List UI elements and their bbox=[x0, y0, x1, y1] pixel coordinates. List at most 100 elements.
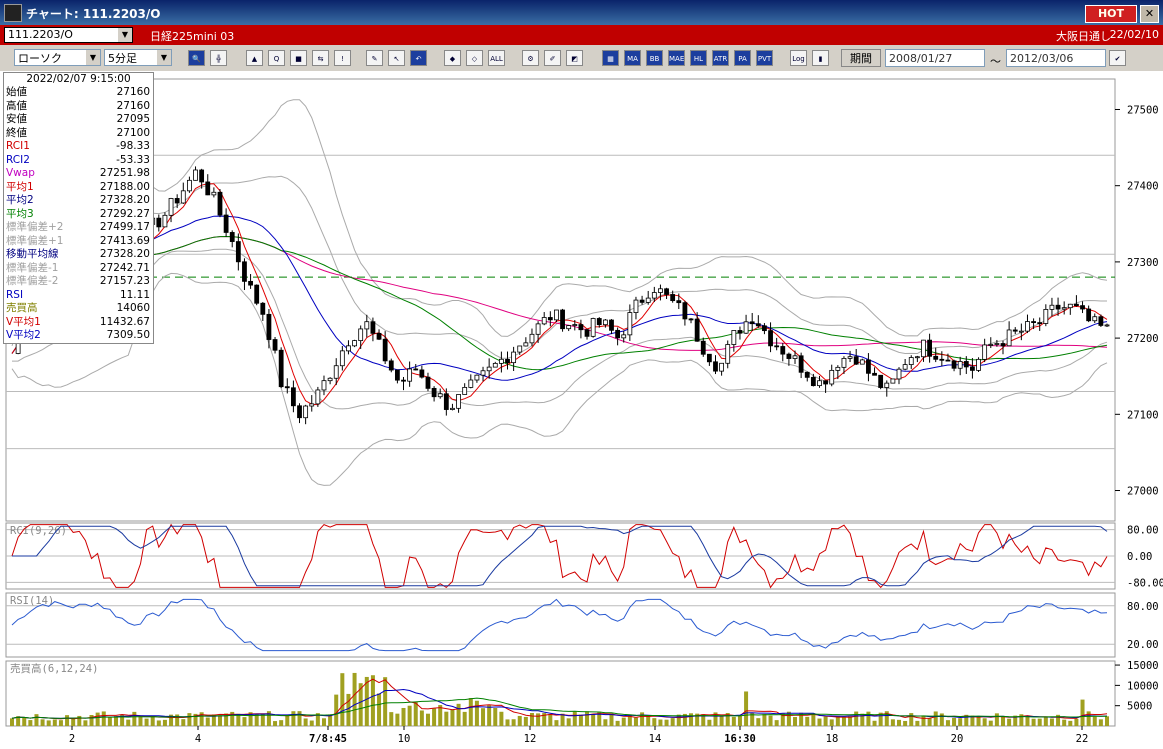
info-label: Vwap bbox=[6, 167, 35, 179]
all-icon[interactable]: ALL bbox=[488, 50, 505, 66]
volume-bar bbox=[731, 716, 736, 726]
volume-bar bbox=[248, 712, 253, 726]
volume-bar bbox=[450, 709, 455, 726]
cursor-icon[interactable]: ↖ bbox=[388, 50, 405, 66]
chevron-down-icon[interactable]: ▼ bbox=[157, 50, 171, 65]
volume-bar bbox=[725, 713, 730, 726]
candle-body bbox=[835, 366, 841, 371]
para-icon[interactable]: PA bbox=[734, 50, 751, 66]
pvt-icon[interactable]: PVT bbox=[756, 50, 773, 66]
volume-bar bbox=[909, 713, 914, 726]
hot-button[interactable]: HOT bbox=[1085, 5, 1137, 23]
candle-body bbox=[786, 353, 792, 359]
crosshair-icon[interactable]: ╬ bbox=[210, 50, 227, 66]
volume-bar bbox=[848, 716, 853, 726]
x-tick-label: 20 bbox=[951, 733, 964, 745]
price-tick-label: 27500 bbox=[1127, 104, 1159, 116]
undo-icon[interactable]: ↶ bbox=[410, 50, 427, 66]
volume-bar bbox=[903, 720, 908, 726]
volume-bar bbox=[175, 714, 180, 726]
candle-body bbox=[670, 294, 676, 302]
candle-body bbox=[401, 379, 406, 382]
rci-panel-label: RCI(9,26) bbox=[10, 525, 67, 537]
info-row: RCI1 -98.33 bbox=[4, 140, 153, 154]
chart-area[interactable]: 27500 27400 27300 27200 27100 27000 80.00 0.00 -… bbox=[0, 71, 1163, 749]
pen-icon[interactable]: ✎ bbox=[366, 50, 383, 66]
period-button[interactable]: 期間 bbox=[841, 49, 881, 67]
candle-body bbox=[492, 362, 498, 368]
volume-bar bbox=[46, 720, 51, 726]
tool-icon-e[interactable]: ! bbox=[334, 50, 351, 66]
volume-bar bbox=[187, 713, 192, 726]
chevron-down-icon[interactable]: ▼ bbox=[118, 28, 132, 42]
volume-bar bbox=[591, 714, 596, 726]
tool-icon-b[interactable]: Q bbox=[268, 50, 285, 66]
mae-icon[interactable]: MAE bbox=[668, 50, 685, 66]
chart-svg[interactable]: 27500 27400 27300 27200 27100 27000 80.00 0.00 -… bbox=[0, 71, 1163, 749]
info-row: 平均2 27328.20 bbox=[4, 194, 153, 208]
volume-bar bbox=[505, 719, 510, 726]
candle-body bbox=[945, 359, 951, 362]
ma-icon[interactable]: MA bbox=[624, 50, 641, 66]
volume-bar bbox=[780, 713, 785, 726]
symbol-select[interactable]: 111.2203/O ▼ bbox=[4, 27, 133, 43]
candle-body bbox=[480, 370, 486, 376]
tool-icon-a[interactable]: ▲ bbox=[246, 50, 263, 66]
candle-body bbox=[798, 355, 804, 373]
volume-bar bbox=[101, 711, 106, 726]
interval-select[interactable]: 5分足 ▼ bbox=[104, 49, 172, 66]
chart-type-value: ローソク bbox=[18, 52, 62, 65]
volume-bar bbox=[860, 713, 865, 726]
volume-bar bbox=[328, 714, 333, 726]
zoom-icon[interactable]: 🔍 bbox=[188, 50, 205, 66]
date-to-field[interactable]: 2012/03/06 bbox=[1006, 49, 1106, 67]
candle-body bbox=[658, 288, 663, 293]
tool-icon-d[interactable]: ⇆ bbox=[312, 50, 329, 66]
candle-body bbox=[694, 318, 700, 342]
candle-body bbox=[841, 357, 847, 368]
volume-bar bbox=[1007, 718, 1012, 726]
info-label: V平均2 bbox=[6, 329, 41, 341]
volume-bar bbox=[1105, 716, 1109, 726]
candle-body bbox=[523, 342, 529, 347]
volume-bar bbox=[444, 711, 449, 726]
color-icon[interactable]: ◩ bbox=[566, 50, 583, 66]
volume-bar bbox=[689, 713, 694, 726]
volume-bar bbox=[285, 714, 290, 726]
brush-icon[interactable]: ✐ bbox=[544, 50, 561, 66]
grid-icon[interactable]: ▦ bbox=[602, 50, 619, 66]
candle-body bbox=[309, 403, 315, 407]
checkbox-icon[interactable]: ✔ bbox=[1109, 50, 1126, 66]
rci-tick-label: 80.00 bbox=[1127, 525, 1159, 537]
close-button[interactable]: ✕ bbox=[1140, 5, 1159, 23]
candle-body bbox=[804, 371, 810, 378]
x-tick-label: 10 bbox=[398, 733, 411, 745]
settings-icon[interactable]: ⚙ bbox=[522, 50, 539, 66]
log-icon[interactable]: Log bbox=[790, 50, 807, 66]
tool-icon-c[interactable]: ■ bbox=[290, 50, 307, 66]
hl-icon[interactable]: HL bbox=[690, 50, 707, 66]
candle-body bbox=[963, 361, 969, 368]
volume-bar bbox=[878, 712, 883, 726]
info-value: 27413.69 bbox=[99, 234, 150, 247]
chevron-down-icon[interactable]: ▼ bbox=[86, 50, 100, 65]
candle-body bbox=[529, 333, 535, 344]
date-from-field[interactable]: 2008/01/27 bbox=[885, 49, 985, 67]
volume-bar bbox=[964, 714, 969, 726]
info-row: RSI 11.11 bbox=[4, 289, 153, 303]
info-label: RCI1 bbox=[6, 140, 30, 152]
candle-icon-a[interactable]: ◆ bbox=[444, 50, 461, 66]
volume-bar bbox=[701, 714, 706, 726]
atr-icon[interactable]: ATR bbox=[712, 50, 729, 66]
bb-icon[interactable]: BB bbox=[646, 50, 663, 66]
split-icon[interactable]: ▮ bbox=[812, 50, 829, 66]
volume-bar bbox=[958, 718, 963, 726]
volume-bar bbox=[34, 714, 39, 726]
candle-icon-b[interactable]: ◇ bbox=[466, 50, 483, 66]
upper-band-2 bbox=[11, 99, 1108, 339]
volume-bar bbox=[383, 677, 388, 726]
candle-body bbox=[902, 364, 908, 370]
candle-body bbox=[554, 309, 559, 321]
chart-type-select[interactable]: ローソク ▼ bbox=[14, 49, 101, 66]
info-value: 14060 bbox=[116, 302, 150, 314]
